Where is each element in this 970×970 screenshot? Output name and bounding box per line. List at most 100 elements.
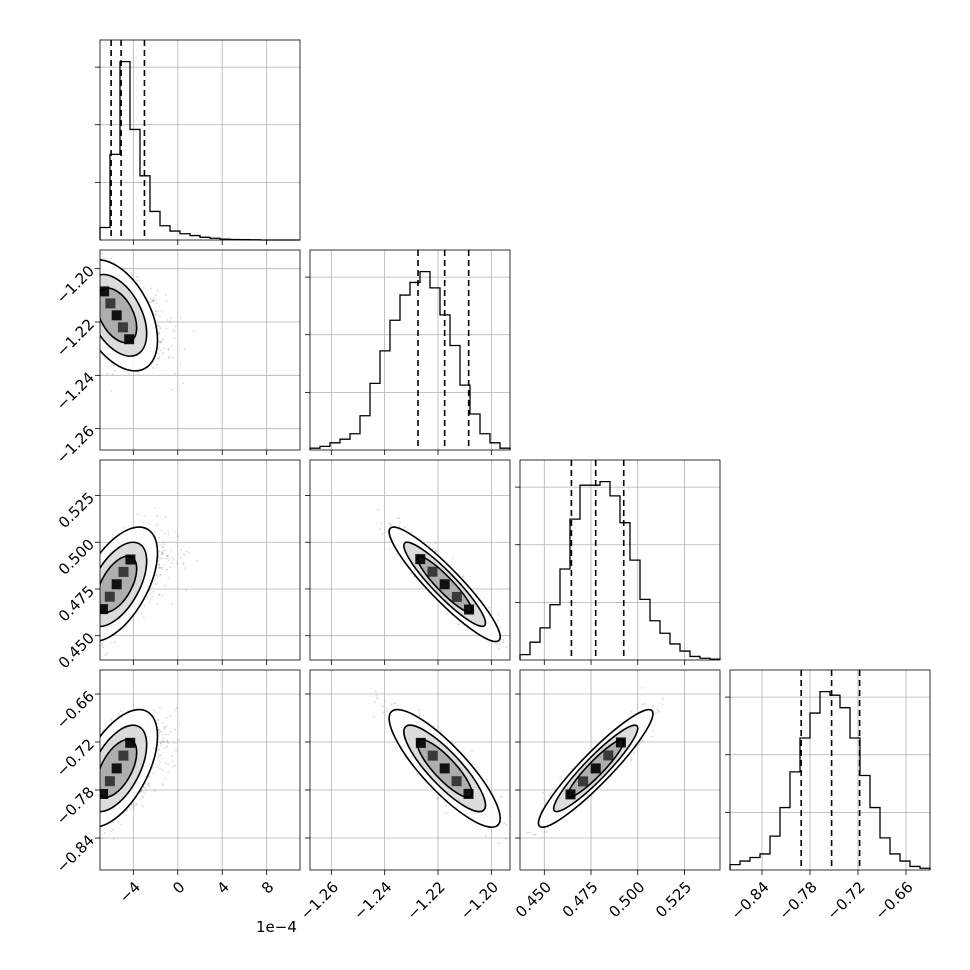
scatter-point: [428, 544, 431, 547]
density-core-bin: [104, 776, 115, 787]
scatter-point: [91, 823, 93, 825]
scatter-point: [158, 706, 161, 709]
scatter-point: [161, 757, 164, 760]
scatter-point: [170, 755, 173, 758]
scatter-point: [152, 772, 155, 775]
scatter-point: [462, 575, 465, 578]
density-core-bin: [118, 566, 129, 577]
scatter-point: [94, 631, 96, 633]
scatter-point: [388, 522, 391, 524]
scatter-point: [146, 783, 149, 786]
scatter-point: [174, 749, 177, 752]
scatter-point: [123, 812, 125, 815]
scatter-point: [95, 617, 97, 619]
scatter-point: [98, 598, 100, 600]
scatter-point: [179, 556, 182, 559]
scatter-point: [144, 787, 147, 789]
tick-label-y: 0.525: [55, 489, 98, 532]
scatter-point: [176, 706, 179, 709]
scatter-point: [165, 733, 167, 736]
scatter-point: [135, 804, 137, 806]
scatter-point: [159, 325, 161, 328]
panel-2-1: [305, 459, 511, 665]
scatter-point: [170, 389, 173, 392]
panel-2-2: [515, 459, 721, 665]
scatter-point: [161, 737, 164, 740]
histogram-dim-1: [309, 270, 511, 450]
scatter-point: [156, 582, 159, 585]
scatter-point: [154, 789, 157, 792]
scatter-point: [159, 327, 162, 330]
scatter-point: [163, 727, 166, 730]
scatter-point: [163, 777, 166, 780]
scatter-point: [159, 754, 162, 757]
density-contour: [100, 259, 159, 372]
scatter-point: [149, 785, 152, 788]
scatter-point: [500, 796, 502, 798]
scatter-point: [96, 615, 98, 617]
scatter-point: [123, 268, 126, 270]
scatter-point: [154, 711, 157, 714]
scatter-point: [158, 556, 161, 559]
scatter-point: [158, 355, 161, 358]
scatter-point: [163, 563, 166, 566]
density-core-bin: [464, 604, 475, 615]
scatter-point: [120, 823, 123, 826]
scatter-point: [160, 310, 163, 313]
scatter-point: [152, 299, 155, 302]
scatter-point: [496, 619, 499, 622]
scatter-point: [396, 749, 399, 752]
scatter-point: [136, 279, 139, 282]
scatter-point: [165, 716, 168, 719]
scatter-point: [377, 509, 379, 511]
density-core-bin: [111, 763, 122, 774]
scatter-point: [111, 536, 114, 539]
scatter-point: [167, 554, 170, 557]
scatter-point: [158, 563, 161, 566]
scatter-point: [159, 573, 162, 576]
scatter-point: [147, 782, 150, 785]
panel-0-0: [95, 39, 301, 245]
scatter-point: [157, 348, 160, 350]
scatter-point: [95, 289, 97, 291]
scatter-point: [168, 357, 170, 360]
scatter-point: [148, 783, 151, 785]
scatter-point: [149, 589, 151, 592]
scatter-point: [432, 547, 434, 550]
scatter-point: [150, 287, 152, 290]
panel-frame: [309, 459, 511, 661]
scatter-point: [141, 805, 144, 808]
scatter-point: [94, 608, 96, 610]
scatter-point: [166, 319, 169, 321]
scatter-point: [179, 316, 182, 319]
scatter-point: [497, 613, 499, 616]
scatter-point: [94, 584, 96, 586]
scatter-point: [135, 275, 138, 278]
scatter-point: [137, 276, 140, 279]
scatter-point: [398, 517, 400, 520]
scatter-point: [98, 786, 100, 788]
scatter-point: [485, 778, 488, 781]
scatter-point: [151, 595, 154, 598]
scatter-point: [98, 308, 100, 310]
scatter-point: [157, 753, 160, 756]
scatter-point: [173, 741, 176, 744]
scatter-point: [100, 645, 103, 648]
scatter-point: [96, 807, 98, 809]
scatter-point: [143, 786, 145, 789]
scatter-point: [162, 550, 164, 553]
scatter-point: [101, 643, 103, 645]
scatter-point: [97, 263, 99, 265]
scatter-point: [131, 804, 134, 806]
scatter-point: [159, 567, 162, 569]
scatter-point: [396, 516, 399, 519]
scatter-point: [413, 575, 415, 578]
scatter-point: [96, 296, 98, 298]
scatter-point: [184, 588, 187, 591]
scatter-point: [164, 549, 167, 551]
scatter-point: [153, 530, 156, 533]
scatter-point: [171, 557, 173, 559]
scatter-point: [439, 730, 442, 733]
scatter-point: [155, 310, 157, 312]
